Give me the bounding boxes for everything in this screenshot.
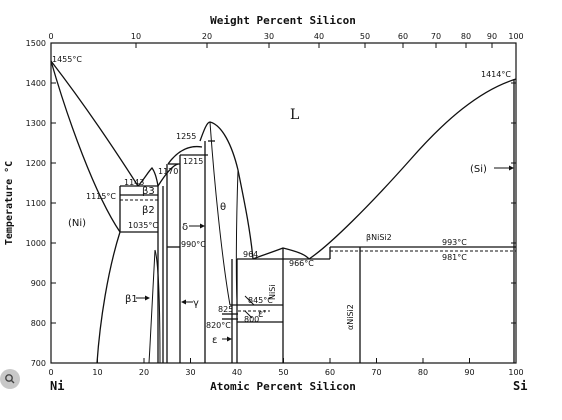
label-liquid: L	[290, 107, 299, 123]
bottom-tick-label: 20	[139, 368, 149, 377]
top-axis-ticks	[50, 43, 517, 48]
label-1170: 1170	[158, 167, 178, 176]
label-1035: 1035°C	[128, 221, 158, 230]
liquidus-ni-side	[50, 60, 139, 187]
label-nisi: NiSi	[268, 284, 277, 300]
left-axis-tick-labels: 700 800 900 1000 1100 1200 1300 1400 150…	[26, 39, 46, 368]
bottom-tick-label: 60	[325, 368, 335, 377]
search-lens-icon	[5, 374, 13, 382]
left-tick-label: 1300	[26, 119, 46, 128]
corner-label-ni: Ni	[50, 379, 64, 393]
top-tick-label: 60	[398, 32, 408, 41]
bottom-tick-label: 30	[185, 368, 195, 377]
top-tick-label: 40	[314, 32, 324, 41]
left-tick-label: 1500	[26, 39, 46, 48]
left-tick-label: 900	[31, 279, 46, 288]
label-966: 966°C	[289, 259, 314, 268]
label-epsilon-prime: ε'	[258, 309, 266, 320]
top-tick-label: 100	[508, 32, 523, 41]
top-tick-label: 0	[48, 32, 53, 41]
label-981: 981°C	[442, 253, 467, 262]
beta1-boundary-right	[154, 249, 161, 364]
label-820: 820°C	[206, 321, 231, 330]
top-tick-label: 70	[431, 32, 441, 41]
label-ni-phase: (Ni)	[68, 218, 86, 229]
top-tick-label: 80	[461, 32, 471, 41]
left-tick-label: 1400	[26, 79, 46, 88]
left-tick-label: 800	[31, 319, 46, 328]
bottom-tick-label: 70	[371, 368, 381, 377]
search-lens-badge[interactable]	[0, 369, 20, 389]
label-1215: 1215	[183, 157, 203, 166]
phase-boundaries	[50, 60, 517, 364]
bottom-tick-label: 100	[508, 368, 523, 377]
label-993: 993°C	[442, 238, 467, 247]
label-1143: 1143	[124, 178, 144, 187]
label-theta: θ	[220, 202, 226, 213]
bottom-tick-label: 10	[92, 368, 102, 377]
label-1414: 1414°C	[481, 70, 511, 79]
label-1455: 1455°C	[52, 55, 82, 64]
label-beta-nisi2: βNiSi2	[366, 233, 392, 242]
label-990: 990°C	[181, 240, 206, 249]
phase-labels: 1455°C 1414°C L (Si) (Ni) 1143 1170 1255…	[52, 55, 511, 346]
label-epsilon: ε	[212, 335, 217, 346]
top-tick-label: 90	[487, 32, 497, 41]
left-axis-title: Temperature °C	[4, 161, 15, 245]
top-axis-title: Weight Percent Silicon	[210, 14, 356, 27]
bottom-axis-title: Atomic Percent Silicon	[210, 380, 356, 393]
label-1255: 1255	[176, 132, 196, 141]
label-delta: δ	[182, 222, 188, 233]
bottom-tick-label: 40	[232, 368, 242, 377]
left-axis-ticks	[51, 42, 56, 364]
eutectic-1143	[137, 167, 159, 187]
bottom-tick-label: 0	[48, 368, 53, 377]
corner-label-si: Si	[513, 379, 527, 393]
liquidus-dome-right	[199, 121, 254, 260]
left-tick-label: 1200	[26, 159, 46, 168]
theta-boundary-left	[209, 121, 231, 306]
label-825: 825	[218, 305, 233, 314]
bottom-tick-label: 90	[464, 368, 474, 377]
label-845: 845°C	[248, 296, 273, 305]
bottom-tick-label: 50	[278, 368, 288, 377]
ni-solvus	[50, 60, 121, 364]
badge-circle[interactable]	[0, 369, 20, 389]
liquidus-si-side	[308, 78, 517, 260]
label-800: 800	[244, 315, 259, 324]
left-tick-label: 1000	[26, 239, 46, 248]
label-gamma: γ	[193, 298, 199, 309]
left-tick-label: 1100	[26, 199, 46, 208]
arrows	[136, 165, 514, 342]
top-tick-label: 10	[131, 32, 141, 41]
theta-boundary-right	[235, 169, 239, 301]
liquidus-nisi	[252, 247, 310, 260]
label-alpha-nisi2: αNiSi2	[346, 304, 355, 330]
label-beta1: β1	[125, 294, 138, 305]
label-964: 964	[243, 250, 258, 259]
label-beta3: β3	[142, 186, 155, 197]
top-tick-label: 30	[264, 32, 274, 41]
label-beta2: β2	[142, 205, 155, 216]
top-tick-label: 20	[202, 32, 212, 41]
top-tick-label: 50	[360, 32, 370, 41]
top-axis-tick-labels: 0 10 20 30 40 50 60 70 80 90 100	[48, 32, 523, 41]
liquidus-dome-left	[167, 145, 203, 165]
label-si-phase: (Si)	[470, 164, 487, 175]
label-1115: 1115°C	[86, 192, 116, 201]
beta1-boundary-left	[148, 249, 156, 364]
bottom-tick-label: 80	[418, 368, 428, 377]
left-tick-label: 700	[31, 359, 46, 368]
bottom-axis-tick-labels: 0 10 20 30 40 50 60 70 80 90 100	[48, 368, 523, 377]
